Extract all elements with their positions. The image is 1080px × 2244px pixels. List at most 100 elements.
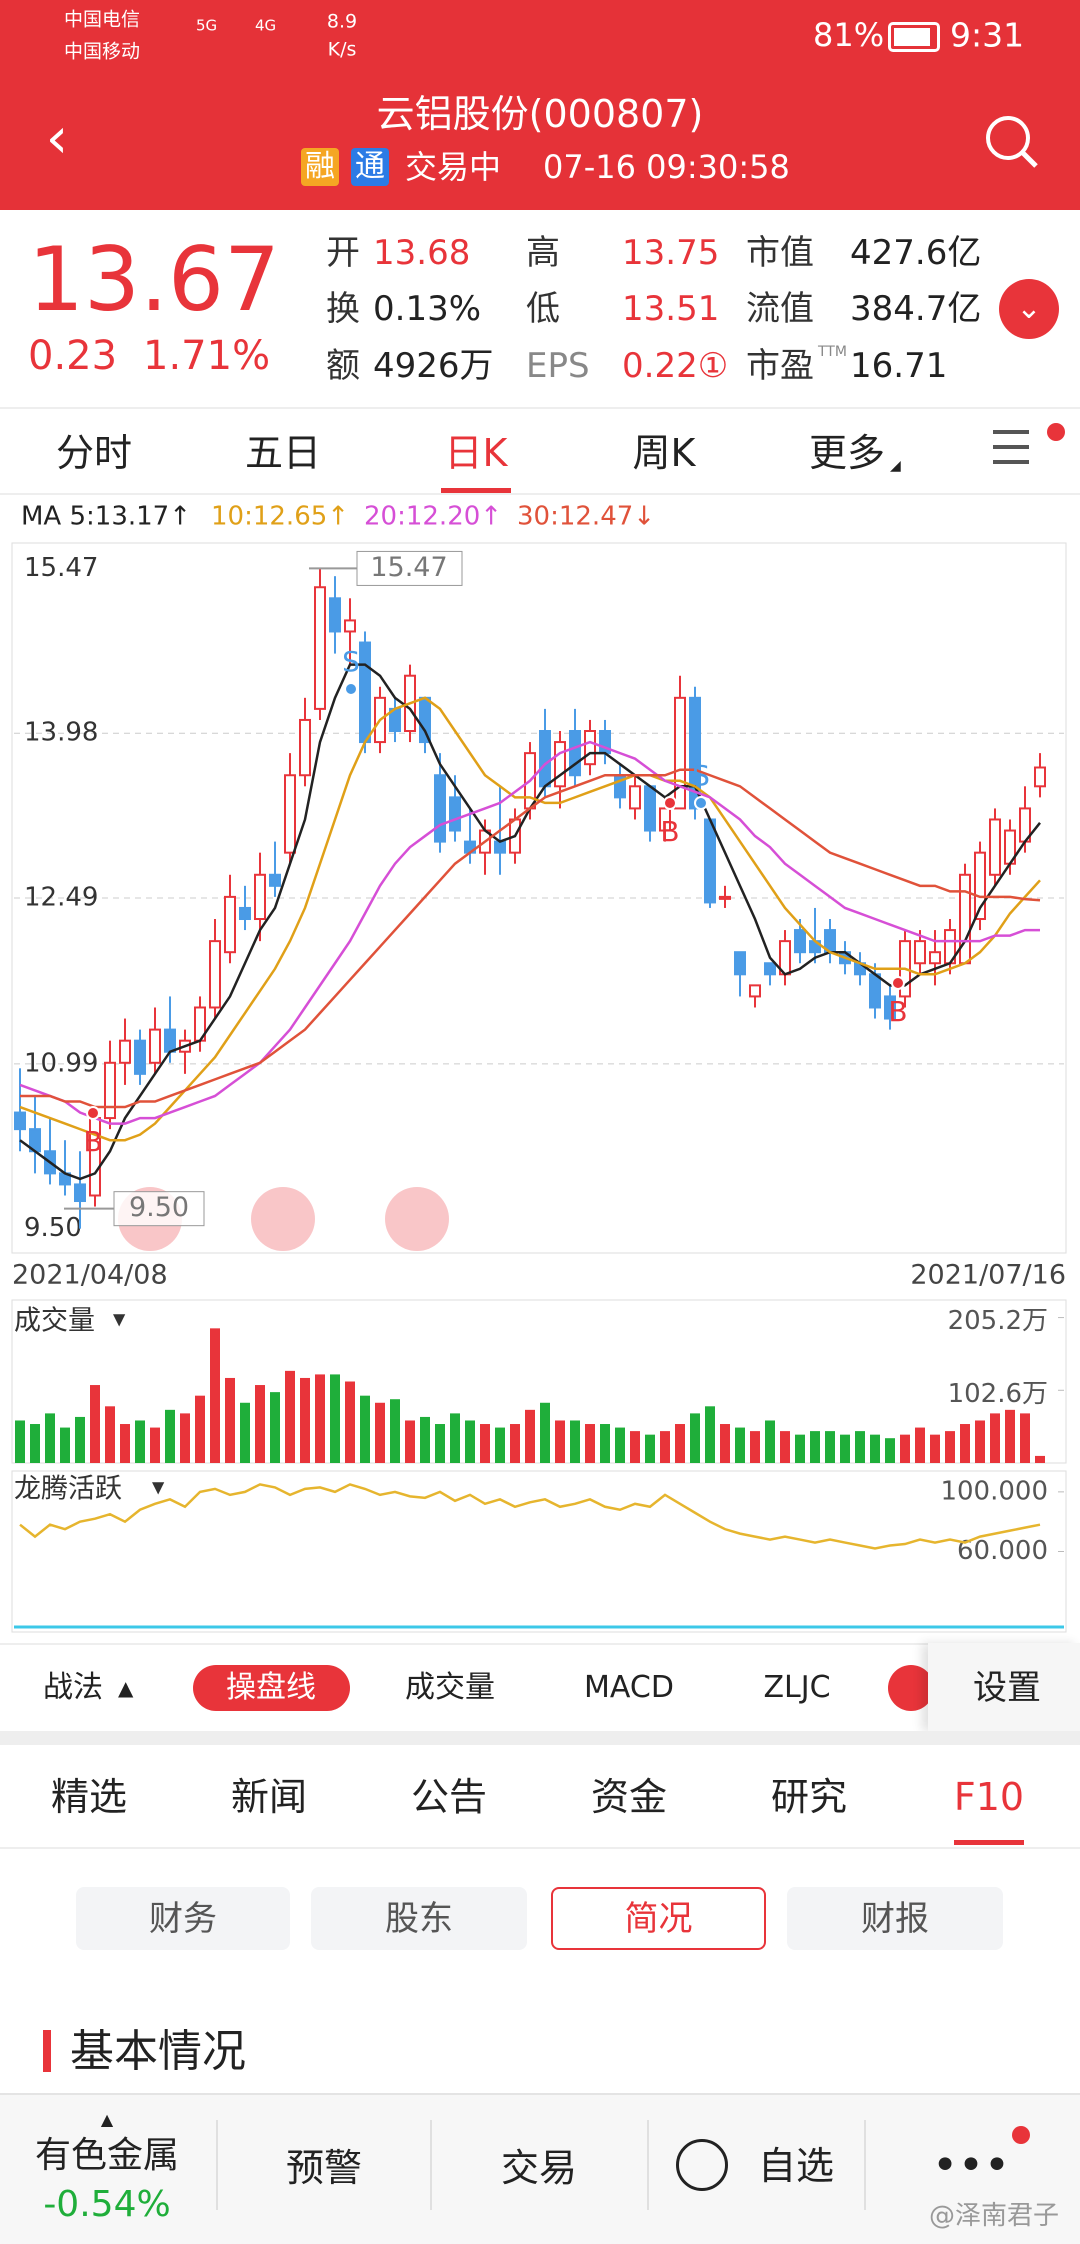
candle-body	[74, 1183, 86, 1203]
more-button[interactable]: •••	[932, 2140, 1010, 2191]
watermark: @泽南君子	[929, 2201, 1060, 2231]
period-tab[interactable]: 更多	[808, 431, 886, 475]
float-button[interactable]	[251, 1187, 315, 1251]
speed-unit: K/s	[327, 38, 357, 61]
tool[interactable]: ZLJC	[763, 1670, 831, 1705]
candle-body	[299, 718, 311, 777]
tool[interactable]: MACD	[584, 1670, 674, 1705]
volume-bar	[390, 1399, 400, 1463]
sub-tab-bg[interactable]	[551, 1887, 766, 1950]
volume-bar	[810, 1431, 820, 1463]
candle-body	[1034, 766, 1046, 788]
nav-item[interactable]: 自选	[757, 2144, 835, 2188]
candle-body	[284, 774, 296, 854]
volume-bar	[855, 1431, 865, 1463]
y-tick-label: 10.99	[24, 1048, 98, 1078]
nav-item[interactable]: 预警	[285, 2146, 363, 2190]
nav-item[interactable]: 交易	[500, 2146, 578, 2190]
y-tick-label: 12.49	[24, 883, 98, 913]
news-tab[interactable]: 精选	[50, 1775, 128, 1819]
tool[interactable]: 成交量	[405, 1670, 495, 1705]
volume-bar	[405, 1420, 415, 1463]
sub-tab[interactable]: 股东	[385, 1899, 453, 1939]
period-tab[interactable]: 分时	[55, 431, 133, 475]
volume-bar	[60, 1427, 70, 1463]
volume-bar	[195, 1395, 205, 1463]
separator	[864, 2120, 866, 2210]
panel-title: 成交量	[14, 1306, 95, 1337]
battery: 81%	[813, 16, 885, 54]
volume-bar	[540, 1402, 550, 1463]
volume-bar	[120, 1424, 130, 1463]
separator	[430, 2120, 432, 2210]
separator	[647, 2120, 649, 2210]
sub-tab[interactable]: 财务	[149, 1899, 217, 1939]
volume-bar	[300, 1377, 310, 1463]
volume-bar	[780, 1431, 790, 1463]
sector-change: -0.54%	[43, 2184, 171, 2225]
y-tick-label: 205.2万	[948, 1306, 1048, 1336]
candle-body	[689, 696, 701, 810]
stat-value: 427.6亿	[850, 233, 982, 273]
news-tab[interactable]: F10	[953, 1775, 1025, 1819]
x-tick-label: 2021/04/08	[12, 1260, 168, 1291]
period-tab[interactable]: 日K	[444, 431, 508, 475]
signal-dot	[86, 1106, 100, 1120]
news-tab[interactable]: 资金	[590, 1775, 668, 1819]
settings[interactable]: 设置	[973, 1668, 1041, 1708]
carrier: 中国移动	[64, 40, 141, 63]
legend-entry: 20:12.20↑	[364, 502, 502, 532]
sector[interactable]: 有色金属	[34, 2135, 180, 2176]
ma-line	[20, 768, 1041, 1109]
network: 4G	[255, 16, 277, 35]
tool[interactable]: 战法	[43, 1670, 103, 1705]
red-dot	[1012, 2126, 1030, 2144]
tool[interactable]: 操盘线	[226, 1670, 316, 1705]
red-dot	[1047, 423, 1065, 441]
sub-tab-bg[interactable]	[311, 1887, 527, 1950]
y-tick-label: 9.50	[24, 1213, 82, 1243]
section-bar	[43, 2030, 51, 2072]
candle-body	[989, 818, 1001, 876]
candle-body	[134, 1039, 146, 1075]
back-button[interactable]: ‹	[45, 106, 69, 171]
signal: B	[83, 1125, 102, 1158]
legend-entry: 30:12.47↓	[517, 502, 655, 532]
sub-tab[interactable]: 简况	[624, 1899, 693, 1939]
y-tick-label: 100.000	[940, 1476, 1048, 1506]
menu-button[interactable]	[993, 430, 1029, 434]
period-tab[interactable]: 五日	[244, 431, 322, 475]
news-tab[interactable]: 公告	[410, 1775, 488, 1819]
news-tab[interactable]: 新闻	[230, 1775, 308, 1819]
charts: 15.47 13.98 12.49 10.99 9.50 2021/04/08 2021/0…	[11, 502, 1067, 1633]
sub-tab-bg[interactable]	[76, 1887, 290, 1950]
expand-button[interactable]: ⌄	[999, 279, 1059, 339]
volume-bar	[1020, 1413, 1030, 1463]
change: 0.23	[28, 333, 118, 379]
sub-tab-bg[interactable]	[787, 1887, 1003, 1950]
volume-bar	[330, 1374, 340, 1463]
news-tab[interactable]: 研究	[770, 1775, 848, 1819]
search-button[interactable]	[982, 112, 1042, 172]
volume-bar	[1035, 1455, 1045, 1463]
stat-label: 市盈	[746, 346, 814, 386]
volume-bar	[105, 1406, 115, 1463]
legend-entry: MA 5:13.17↑	[21, 502, 191, 532]
tab-underline	[954, 1840, 1024, 1845]
period-tab[interactable]: 周K	[632, 431, 696, 475]
volume-bar	[1005, 1409, 1015, 1463]
speed: 8.9	[326, 10, 358, 33]
annotation-box	[113, 1191, 205, 1227]
float-button[interactable]	[385, 1187, 449, 1251]
sub-tab[interactable]: 财报	[861, 1899, 929, 1939]
volume-bar	[375, 1402, 385, 1463]
candle-body	[659, 807, 671, 832]
separator	[216, 2120, 218, 2210]
volume-bar	[705, 1406, 715, 1463]
volume-bar	[225, 1377, 235, 1463]
y-tick-label: 15.47	[24, 553, 98, 583]
x-tick-label: 2021/07/16	[910, 1260, 1066, 1291]
pill[interactable]	[193, 1665, 350, 1711]
battery-icon	[888, 22, 940, 52]
